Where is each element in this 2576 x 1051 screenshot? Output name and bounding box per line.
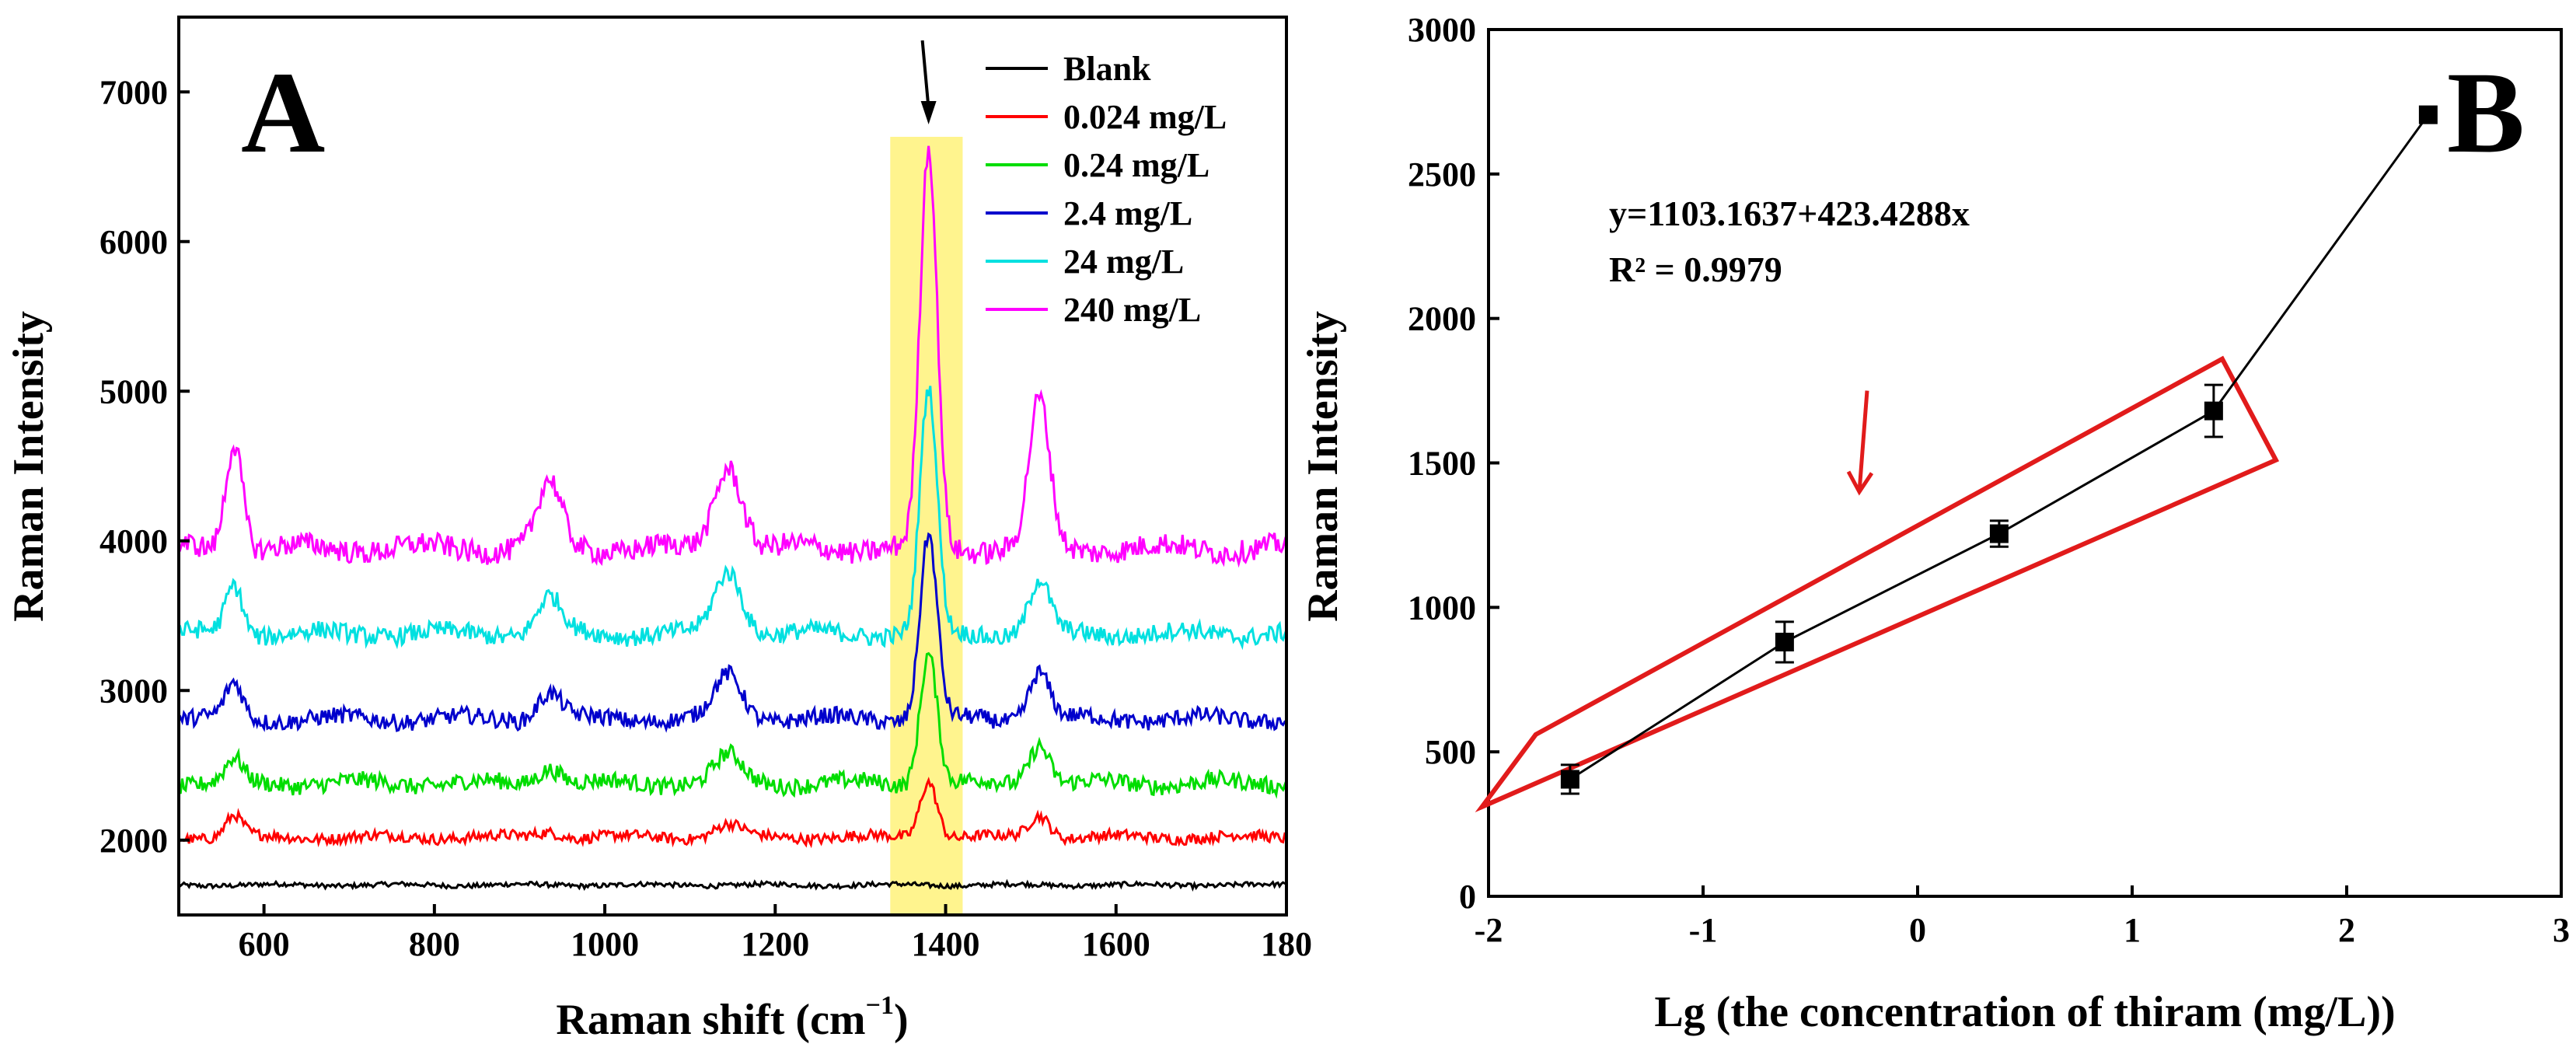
series-line-0	[177, 878, 1286, 892]
y-tick-label-a: 4000	[99, 522, 168, 560]
data-point	[1989, 524, 2009, 543]
x-tick-label-b: -2	[1475, 911, 1503, 949]
peak-arrow	[920, 40, 937, 124]
y-axis-title-a: Raman Intensity	[5, 311, 53, 622]
y-tick-label-a: 5000	[99, 372, 168, 410]
series-line-5	[177, 145, 1288, 568]
y-axis-title-b: Raman Intensity	[1299, 311, 1347, 622]
legend-label: 0.24 mg/L	[1063, 146, 1209, 184]
y-tick-label-b: 2500	[1408, 155, 1476, 194]
x-tick-label-a: 1000	[571, 925, 639, 963]
linear-range-box	[1475, 355, 2280, 813]
series-line-1	[178, 777, 1287, 849]
data-point	[1560, 770, 1579, 789]
panel-label-a: A	[241, 48, 325, 177]
x-axis-title-a: Raman shift (cm−1)	[556, 991, 908, 1044]
data-points	[1560, 105, 2438, 795]
x-tick-label-a: 1200	[741, 925, 809, 963]
ticks-b: -2 -1 0 1 2 3 0 500 1000 1500 2000 2500 3000	[1408, 11, 2570, 949]
y-tick-label-a: 2000	[99, 822, 168, 860]
spectra-lines	[177, 145, 1288, 892]
r-squared: R² = 0.9979	[1609, 250, 1782, 289]
y-tick-label-b: 1000	[1408, 588, 1476, 627]
fit-equation: y=1103.1637+423.4288x	[1609, 194, 1970, 233]
x-tick-label-b: -1	[1689, 911, 1718, 949]
data-point	[1775, 632, 1794, 651]
ticks-a: 600 800 1000 1200 1400 1600 180 2000 3000 4000 500…	[99, 73, 1312, 963]
x-tick-label-b: 3	[2553, 911, 2570, 949]
data-point	[2418, 105, 2438, 124]
x-tick-label-a: 600	[239, 925, 290, 963]
y-tick-label-b: 3000	[1408, 11, 1476, 49]
series-line-2	[177, 651, 1288, 799]
y-tick-label-b: 500	[1425, 733, 1476, 771]
x-tick-label-a: 180	[1261, 925, 1312, 963]
x-axis-title-a-main: Raman shift (cm	[556, 996, 865, 1044]
series-line-3	[177, 532, 1287, 733]
x-tick-label-b: 0	[1909, 911, 1926, 949]
x-tick-label-a: 800	[409, 925, 460, 963]
legend-label: 240 mg/L	[1063, 291, 1201, 329]
x-tick-label-a: 1600	[1082, 925, 1150, 963]
legend-label: 0.024 mg/L	[1063, 98, 1227, 136]
series-line-4	[177, 386, 1288, 651]
x-axis-title-a-close: )	[894, 996, 909, 1044]
x-tick-label-a: 1400	[912, 925, 980, 963]
highlight-band	[890, 137, 963, 915]
y-tick-label-a: 6000	[99, 223, 168, 261]
legend-label: 24 mg/L	[1063, 243, 1184, 281]
plot-frame-b	[1487, 28, 2563, 898]
y-tick-label-a: 7000	[99, 73, 168, 111]
panel-a: 600 800 1000 1200 1400 1600 180 2000 3000 4000 500…	[5, 16, 1312, 1044]
data-point	[2204, 401, 2223, 421]
plot-frame-a	[177, 16, 1288, 917]
red-arrow	[1846, 390, 1874, 496]
y-tick-label-a: 3000	[99, 672, 168, 710]
x-axis-title-a-sup: −1	[866, 991, 894, 1020]
y-tick-label-b: 0	[1459, 878, 1476, 916]
panel-b: -2 -1 0 1 2 3 0 500 1000 1500 2000 2500 3000 y=1103.…	[1299, 11, 2570, 1036]
legend-a: Blank 0.024 mg/L 0.24 mg/L 2.4 mg/L 24 mg/L 2…	[986, 50, 1227, 329]
y-tick-label-b: 1500	[1408, 445, 1476, 483]
legend-label: Blank	[1063, 50, 1151, 88]
panel-label-b: B	[2447, 48, 2525, 177]
x-tick-label-b: 1	[2124, 911, 2141, 949]
x-axis-title-b: Lg (the concentration of thiram (mg/L))	[1654, 988, 2395, 1036]
legend-label: 2.4 mg/L	[1063, 194, 1192, 232]
x-tick-label-b: 2	[2338, 911, 2355, 949]
y-tick-label-b: 2000	[1408, 300, 1476, 338]
